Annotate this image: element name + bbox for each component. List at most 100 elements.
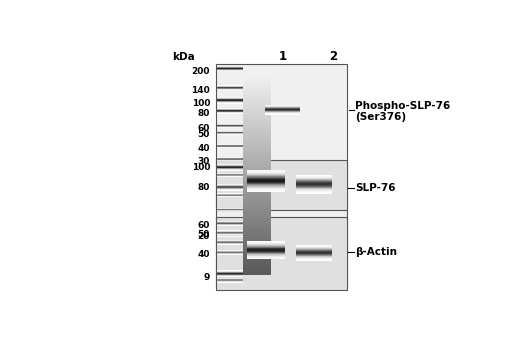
Bar	[247, 187, 285, 188]
Bar	[243, 231, 271, 235]
Bar	[243, 152, 271, 155]
Bar	[295, 183, 332, 184]
Bar	[295, 184, 332, 185]
Bar	[243, 261, 271, 265]
Bar	[295, 259, 332, 260]
Bar	[243, 205, 271, 208]
Text: 100: 100	[191, 163, 210, 172]
Bar	[247, 247, 285, 248]
Text: β-Actin: β-Actin	[355, 247, 397, 257]
Bar	[247, 180, 285, 181]
Bar	[295, 254, 332, 255]
Bar	[247, 244, 285, 245]
Bar	[247, 243, 285, 244]
Bar	[243, 85, 271, 88]
Bar	[247, 186, 285, 187]
Bar	[243, 255, 271, 258]
Bar	[243, 145, 271, 148]
Bar	[243, 161, 271, 165]
Bar	[247, 246, 285, 247]
Bar	[243, 225, 271, 228]
Bar	[243, 198, 271, 201]
Bar	[243, 78, 271, 81]
Bar	[243, 115, 271, 118]
Bar	[295, 256, 332, 257]
Bar	[243, 191, 271, 195]
Bar	[243, 245, 271, 248]
Bar	[243, 201, 271, 205]
Bar	[247, 191, 285, 192]
Bar	[243, 185, 271, 188]
Bar	[295, 189, 332, 190]
Bar	[243, 222, 271, 225]
Bar	[247, 242, 285, 243]
Bar	[243, 158, 271, 161]
Bar	[295, 253, 332, 254]
Text: 80: 80	[198, 183, 210, 192]
Text: 2: 2	[329, 50, 337, 63]
Bar	[247, 252, 285, 253]
Bar	[295, 181, 332, 182]
Bar	[295, 257, 332, 258]
Bar	[243, 235, 271, 238]
Bar	[295, 248, 332, 249]
Text: 20: 20	[198, 232, 210, 241]
Bar	[295, 190, 332, 191]
Bar	[243, 155, 271, 158]
Bar	[243, 135, 271, 138]
Bar	[216, 160, 347, 210]
Bar	[295, 255, 332, 256]
Bar	[243, 172, 271, 175]
Bar	[295, 187, 332, 188]
Bar	[247, 254, 285, 255]
Bar	[243, 98, 271, 102]
Text: Phospho-SLP-76
(Ser376): Phospho-SLP-76 (Ser376)	[355, 100, 450, 122]
Bar	[247, 173, 285, 174]
Bar	[243, 125, 271, 128]
Bar	[243, 195, 271, 198]
Bar	[247, 175, 285, 176]
Bar	[243, 238, 271, 242]
Bar	[247, 181, 285, 182]
Bar	[243, 208, 271, 211]
Bar	[295, 247, 332, 248]
Bar	[243, 272, 271, 275]
Bar	[295, 246, 332, 247]
Bar	[247, 251, 285, 252]
Bar	[295, 258, 332, 259]
Bar	[243, 81, 271, 85]
Bar	[243, 108, 271, 111]
Bar	[243, 218, 271, 222]
Text: 200: 200	[191, 67, 210, 76]
Bar	[243, 118, 271, 121]
Bar	[247, 174, 285, 175]
Bar	[243, 102, 271, 105]
Bar	[295, 176, 332, 177]
Bar	[243, 211, 271, 215]
Bar	[295, 177, 332, 178]
Bar	[243, 128, 271, 131]
Text: 80: 80	[198, 109, 210, 118]
Bar	[243, 175, 271, 178]
Bar	[243, 265, 271, 268]
Bar	[295, 186, 332, 187]
Bar	[247, 250, 285, 251]
Bar	[243, 248, 271, 251]
Text: 60: 60	[198, 221, 210, 230]
Bar	[243, 228, 271, 231]
Text: 100: 100	[191, 99, 210, 108]
Bar	[243, 178, 271, 181]
Bar	[247, 256, 285, 257]
Bar	[243, 165, 271, 168]
Bar	[247, 185, 285, 186]
Text: 50: 50	[198, 130, 210, 139]
Bar	[295, 180, 332, 181]
Bar	[295, 193, 332, 194]
Bar	[243, 215, 271, 218]
Text: 140: 140	[191, 86, 210, 95]
Bar	[247, 257, 285, 258]
Bar	[247, 176, 285, 177]
Bar	[295, 175, 332, 176]
Bar	[216, 217, 347, 290]
Bar	[295, 191, 332, 192]
